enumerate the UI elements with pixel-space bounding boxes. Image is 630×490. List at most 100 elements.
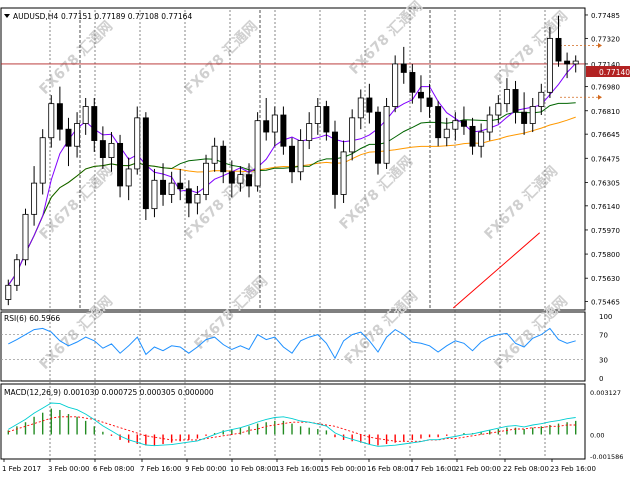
- macd-label: MACD(12,26,9) 0.001030 0.000725 0.000305…: [4, 388, 214, 397]
- bull-candle: [237, 174, 244, 184]
- bull-candle: [125, 168, 132, 187]
- bear-candle: [564, 60, 571, 65]
- bull-candle: [572, 60, 579, 65]
- price-axis-label: 0.76140: [591, 203, 620, 211]
- bear-candle: [512, 89, 519, 113]
- price-axis-label: 0.76475: [591, 155, 620, 163]
- bull-candle: [495, 103, 502, 116]
- macd-axis-label: 0.00: [590, 431, 604, 439]
- bear-candle: [323, 106, 330, 133]
- bull-candle: [48, 103, 55, 139]
- bull-candle: [340, 151, 347, 195]
- bull-candle: [82, 106, 89, 124]
- bull-candle: [134, 117, 141, 170]
- price-axis-label: 0.75465: [591, 299, 620, 307]
- rsi-series: [1, 327, 585, 360]
- bull-candle: [39, 137, 46, 184]
- bull-candle: [443, 128, 450, 139]
- bear-candle: [91, 106, 98, 141]
- time-axis-label: 23 Feb 16:00: [550, 465, 596, 473]
- bear-candle: [409, 72, 416, 93]
- price-series: [1, 15, 602, 309]
- price-axis-label: 0.77320: [591, 35, 620, 43]
- bull-candle: [478, 131, 485, 147]
- bear-candle: [417, 91, 424, 99]
- bull-candle: [452, 120, 459, 130]
- macd-signal-line: [8, 416, 576, 442]
- projection-arrow-icon: [598, 42, 602, 48]
- bull-candle: [297, 140, 304, 173]
- bear-candle: [228, 171, 235, 184]
- time-axis-label: 22 Feb 08:00: [503, 465, 549, 473]
- bear-candle: [332, 131, 338, 195]
- price-axis-label: 0.75630: [591, 275, 620, 283]
- macd-axis-label: -0.001586: [590, 453, 623, 461]
- rsi-axis-label: 30: [599, 356, 608, 364]
- symbol-label: AUDUSD,H4: [13, 12, 58, 21]
- price-tag-text: 0.77140: [599, 68, 630, 77]
- time-axis-label: 6 Feb 08:00: [93, 465, 134, 473]
- price-axis-label: 0.76645: [591, 131, 620, 139]
- bear-candle: [400, 63, 407, 73]
- symbol-dropdown-icon[interactable]: [4, 14, 10, 18]
- bull-candle: [194, 194, 201, 204]
- bear-candle: [289, 145, 295, 173]
- price-axis-label: 0.75800: [591, 251, 620, 259]
- price-axis-label: 0.75970: [591, 227, 620, 235]
- bear-candle: [220, 145, 227, 173]
- bull-candle: [13, 259, 20, 286]
- bull-candle: [151, 179, 158, 210]
- time-axis-label: 7 Feb 16:00: [140, 465, 181, 473]
- bull-candle: [383, 106, 390, 164]
- bull-candle: [22, 213, 29, 261]
- bear-candle: [435, 106, 442, 139]
- bear-candle: [246, 174, 252, 187]
- price-axis-label: 0.77140: [591, 61, 620, 69]
- bull-candle: [314, 106, 321, 124]
- bear-candle: [469, 125, 476, 147]
- bear-candle: [99, 140, 106, 158]
- price-axis-label: 0.77485: [591, 12, 620, 20]
- bear-candle: [185, 188, 192, 204]
- time-axis-label: 3 Feb 00:00: [48, 465, 89, 473]
- bull-candle: [168, 182, 175, 195]
- bear-candle: [374, 111, 381, 164]
- bull-candle: [108, 142, 115, 158]
- ohlc-label: 0.77151 0.77189 0.77108 0.77164: [61, 12, 192, 21]
- bull-candle: [211, 145, 218, 164]
- bull-candle: [486, 114, 493, 133]
- rsi-line: [8, 327, 576, 360]
- period-separators: [49, 10, 546, 458]
- time-axis-label: 16 Feb 08:00: [367, 465, 413, 473]
- bull-candle: [306, 123, 313, 141]
- time-axis-label: 10 Feb 08:00: [230, 465, 276, 473]
- time-axis-label: 9 Feb 00:00: [185, 465, 226, 473]
- price-axis-label: 0.76980: [591, 84, 620, 92]
- macd-axis-label: 0.003127: [590, 389, 621, 397]
- bull-candle: [357, 97, 364, 119]
- time-axis-label: 13 Feb 16:00: [275, 465, 321, 473]
- bear-candle: [56, 103, 63, 130]
- bear-candle: [521, 111, 528, 124]
- bear-candle: [142, 117, 149, 210]
- axis-labels: 0.77485 0.77320 0.77140 0.76980 0.76810 0.766…: [2, 12, 623, 473]
- bull-candle: [529, 106, 536, 124]
- projection-arrow-icon: [598, 94, 602, 100]
- rsi-axis-label: 70: [599, 332, 608, 340]
- bear-candle: [280, 114, 287, 147]
- bull-candle: [203, 162, 210, 195]
- bull-candle: [538, 91, 545, 107]
- time-axis-label: 1 Feb 2017: [2, 465, 41, 473]
- bull-candle: [5, 284, 12, 300]
- rsi-panel[interactable]: [0, 311, 586, 382]
- time-axis-label: 17 Feb 16:00: [410, 465, 456, 473]
- price-axis-label: 0.76305: [591, 179, 620, 187]
- time-axis-label: 21 Feb 00:00: [455, 465, 501, 473]
- bull-candle: [503, 89, 510, 105]
- trend-line: [452, 232, 541, 309]
- bear-candle: [263, 120, 270, 133]
- macd-panel[interactable]: [0, 383, 586, 460]
- bull-candle: [31, 182, 38, 215]
